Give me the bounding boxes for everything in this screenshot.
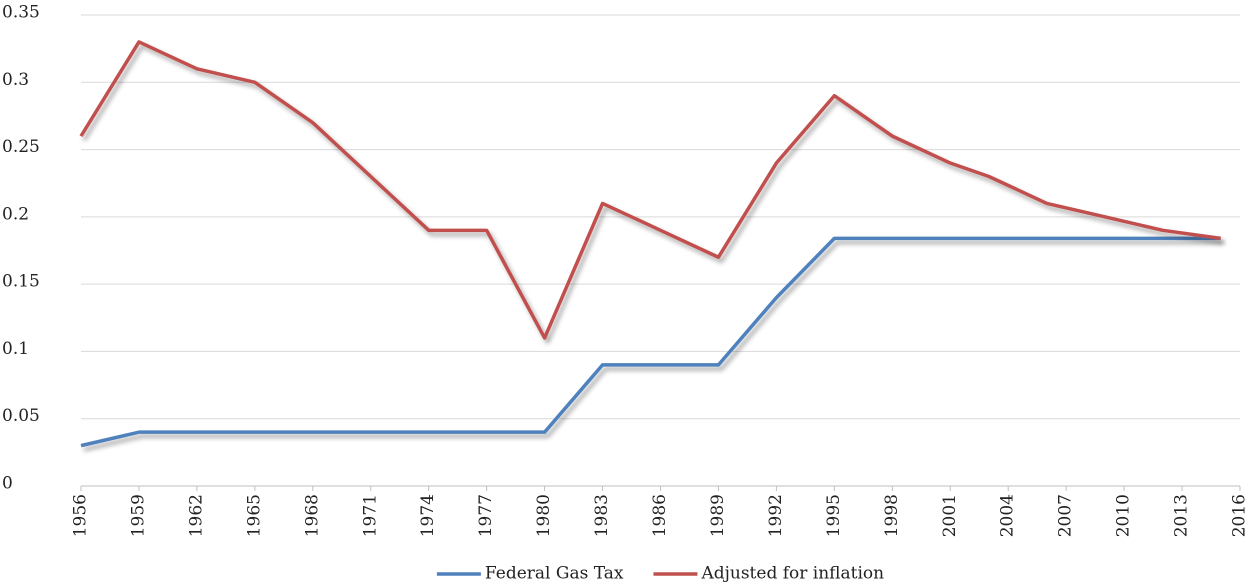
x-tick-label: 1956 [71, 494, 91, 537]
x-tick-label: 1962 [186, 494, 206, 537]
x-tick-label: 1968 [302, 494, 322, 537]
lines [79, 40, 1221, 448]
y-tick-label: 0.15 [2, 272, 40, 292]
y-tick-label: 0.3 [2, 70, 29, 90]
labels: 0 0.05 0.1 0.15 0.2 0.25 0.3 0.35 1956 1959 1962 19… [2, 3, 1250, 584]
grid [80, 14, 1241, 491]
series-line [79, 40, 1221, 340]
x-tick-label: 2004 [998, 494, 1018, 537]
x-tick-label: 1959 [128, 494, 148, 537]
x-tick-label: 2001 [940, 494, 960, 537]
series-line [80, 236, 1221, 448]
x-tick-label: 1995 [824, 494, 844, 537]
x-tick-label: 1965 [244, 494, 264, 537]
x-tick-label: 1989 [708, 494, 728, 537]
x-tick-label: 2013 [1172, 494, 1192, 537]
x-tick-label: 1980 [534, 494, 554, 537]
y-tick-label: 0.05 [2, 406, 40, 426]
y-tick-label: 0.1 [2, 339, 29, 359]
x-tick-label: 2010 [1114, 494, 1134, 537]
x-tick-label: 1998 [882, 494, 902, 537]
x-tick-label: 2016 [1230, 494, 1250, 537]
legend-label: Federal Gas Tax [485, 564, 624, 584]
y-tick-label: 0.25 [2, 137, 40, 157]
legend-label: Adjusted for inflation [700, 564, 884, 584]
y-tick-label: 0.35 [2, 3, 40, 23]
y-tick-label: 0 [2, 474, 13, 494]
x-tick-label: 1992 [766, 494, 786, 537]
x-tick-label: 2007 [1056, 494, 1076, 537]
y-tick-label: 0.2 [2, 204, 29, 224]
x-tick-label: 1977 [476, 494, 496, 537]
x-tick-label: 1974 [418, 494, 438, 537]
x-tick-label: 1971 [360, 494, 380, 537]
x-tick-label: 1983 [592, 494, 612, 537]
x-tick-label: 1986 [650, 494, 670, 537]
